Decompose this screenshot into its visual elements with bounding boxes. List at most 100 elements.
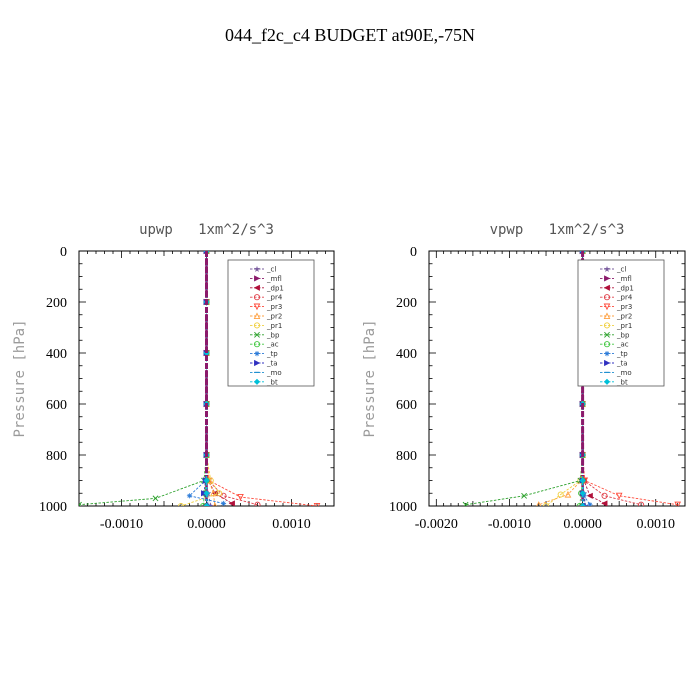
y-tick-label: 400: [46, 347, 67, 362]
panel-title: vpwp 1xm^2/s^3: [490, 222, 625, 238]
point_pr1: [216, 490, 223, 497]
point_pr4: [601, 492, 608, 499]
legend-label: _pr4: [616, 294, 633, 302]
point_bp: [521, 492, 528, 499]
legend-marker_pr3: [603, 303, 611, 311]
point_bp: [462, 501, 469, 506]
legend-label: _pr2: [616, 313, 632, 321]
legend-label: _bp: [616, 331, 630, 339]
legend: _cl_mfl_dp1_pr4_pr3_pr2_pr1_bp_ac_tp_ta_…: [227, 259, 315, 387]
legend-marker_pr2: [253, 312, 261, 320]
y-tick-label: 200: [46, 296, 67, 311]
legend-label: _mfl: [616, 275, 632, 283]
legend-label: _cl: [266, 266, 276, 274]
y-axis-label: Pressure [hPa]: [12, 319, 28, 437]
point_bp: [79, 501, 82, 506]
legend-label: _mo: [266, 369, 282, 377]
point_bt: [203, 490, 210, 497]
legend-label: _pr3: [266, 303, 282, 311]
point_tp: [186, 493, 193, 499]
legend-label: _ta: [616, 360, 628, 368]
y-tick-label: 200: [396, 296, 417, 311]
legend-box: [577, 259, 665, 387]
point_dp1: [228, 500, 235, 506]
legend-label: _bt: [616, 378, 628, 386]
legend-marker_ac: [603, 341, 611, 348]
point_pr2: [536, 501, 542, 506]
point_bt: [579, 502, 586, 506]
y-tick-label: 1000: [389, 500, 417, 515]
y-tick-label: 800: [396, 449, 417, 464]
panel-1: upwp 1xm^2/s^3 Pressure [hPa] 0 200 400 600 80…: [12, 222, 335, 532]
legend-marker_ta: [604, 359, 611, 367]
point_pr3: [674, 501, 682, 506]
legend-marker_dp1: [603, 284, 610, 291]
point_pr3: [313, 502, 321, 506]
point_pr1: [557, 491, 564, 498]
y-tick-label: 800: [46, 449, 67, 464]
point_bt: [203, 502, 210, 506]
point_pr2: [209, 489, 217, 497]
y-tick-label: 0: [410, 245, 417, 260]
x-tick-label: -0.0020: [415, 517, 458, 532]
point_pr2: [564, 490, 572, 498]
panel-title: upwp 1xm^2/s^3: [139, 222, 274, 238]
legend-marker_mfl: [254, 275, 261, 282]
legend-marker_bt: [603, 378, 611, 385]
legend-marker_ac: [253, 341, 261, 348]
x-tick-label: 0.0010: [636, 517, 675, 532]
point_bt: [203, 477, 210, 484]
y-tick-label: 1000: [39, 500, 67, 515]
legend-label: _pr4: [266, 294, 283, 302]
legend-marker_bt: [253, 378, 261, 385]
point_tp: [220, 500, 227, 506]
legend-label: _tp: [266, 350, 278, 358]
figure-title: 044_f2c_c4 BUDGET at90E,-75N: [225, 25, 475, 45]
legend-marker_pr1: [603, 322, 611, 329]
point_dp1: [601, 500, 608, 506]
x-tick-label: 0.0010: [272, 517, 311, 532]
point_dp1: [586, 492, 593, 499]
x-tick-label: -0.0010: [100, 517, 143, 532]
legend-marker_cl: [253, 265, 261, 273]
legend-label: _pr2: [266, 313, 282, 321]
x-tick-label: -0.0010: [488, 517, 531, 532]
y-tick-label: 0: [60, 245, 67, 260]
legend-marker_ta: [254, 359, 261, 367]
y-tick-label: 600: [396, 398, 417, 413]
point_pr4: [254, 501, 261, 506]
y-tick-label: 400: [396, 347, 417, 362]
legend-label: _pr3: [616, 303, 632, 311]
legend-label: _ta: [266, 360, 278, 368]
legend-label: _mo: [616, 369, 632, 377]
point_pr1: [177, 502, 185, 506]
point_pr3: [615, 492, 623, 500]
legend-label: _tp: [616, 350, 628, 358]
point_tp: [587, 502, 593, 506]
legend-marker_mfl: [604, 275, 611, 282]
x-tick-label: 0.0000: [187, 517, 226, 532]
series-group: [79, 251, 321, 506]
point_bt: [579, 490, 586, 497]
legend-marker_pr3: [253, 303, 261, 311]
point_bt: [579, 477, 586, 484]
legend-marker_dp1: [253, 284, 260, 291]
legend-marker_tp: [604, 351, 610, 357]
point_pr4: [638, 501, 645, 506]
legend-marker_tp: [254, 351, 260, 357]
legend-marker_pr4: [253, 294, 261, 301]
legend: _cl_mfl_dp1_pr4_pr3_pr2_pr1_bp_ac_tp_ta_…: [577, 259, 665, 387]
legend-marker_pr1: [253, 322, 261, 329]
legend-marker_cl: [603, 265, 611, 273]
x-tick-label: 0.0000: [563, 517, 602, 532]
point_pr1: [542, 502, 550, 506]
legend-label: _bp: [266, 331, 280, 339]
legend-box: [227, 259, 315, 387]
legend-label: _pr1: [266, 322, 282, 330]
legend-label: _ac: [616, 341, 629, 349]
legend-label: _dp1: [266, 284, 284, 292]
legend-label: _cl: [616, 266, 626, 274]
legend-label: _bt: [266, 378, 278, 386]
point_bp: [152, 495, 159, 502]
